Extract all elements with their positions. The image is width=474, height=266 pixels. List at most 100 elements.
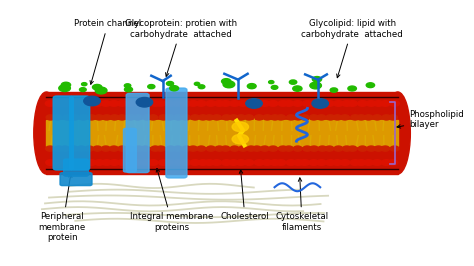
- Circle shape: [82, 83, 87, 86]
- Circle shape: [340, 160, 350, 165]
- Bar: [46, 120, 398, 146]
- Circle shape: [245, 115, 253, 120]
- Circle shape: [101, 101, 110, 106]
- Circle shape: [232, 134, 248, 144]
- Circle shape: [198, 160, 208, 165]
- Circle shape: [260, 146, 269, 151]
- Circle shape: [293, 160, 303, 165]
- Circle shape: [61, 146, 69, 151]
- FancyBboxPatch shape: [126, 93, 149, 173]
- Circle shape: [182, 115, 191, 120]
- Circle shape: [109, 160, 119, 165]
- Circle shape: [221, 79, 231, 84]
- FancyBboxPatch shape: [166, 88, 187, 178]
- Circle shape: [334, 146, 343, 151]
- Circle shape: [270, 160, 280, 165]
- Circle shape: [170, 86, 179, 91]
- Circle shape: [92, 101, 102, 106]
- Circle shape: [136, 97, 153, 107]
- Circle shape: [199, 115, 207, 120]
- Circle shape: [212, 160, 221, 165]
- Circle shape: [238, 101, 248, 106]
- Circle shape: [80, 88, 86, 92]
- Circle shape: [373, 160, 382, 165]
- Circle shape: [271, 85, 278, 89]
- Circle shape: [223, 81, 235, 88]
- Circle shape: [156, 146, 165, 151]
- Circle shape: [149, 115, 157, 120]
- Circle shape: [215, 146, 224, 151]
- Circle shape: [230, 101, 239, 106]
- Circle shape: [300, 160, 310, 165]
- Circle shape: [55, 146, 64, 151]
- Circle shape: [318, 101, 327, 106]
- Circle shape: [118, 146, 127, 151]
- Circle shape: [118, 115, 127, 120]
- Circle shape: [142, 160, 152, 165]
- Text: Glycoprotein: protien with
carbohydrate  attached: Glycoprotein: protien with carbohydrate …: [125, 19, 237, 76]
- Text: Peripheral
membrane
protein: Peripheral membrane protein: [39, 174, 86, 242]
- Circle shape: [309, 160, 319, 165]
- Circle shape: [182, 146, 191, 151]
- FancyBboxPatch shape: [70, 96, 90, 170]
- Circle shape: [189, 146, 198, 151]
- Circle shape: [159, 115, 168, 120]
- Circle shape: [268, 101, 278, 106]
- Circle shape: [94, 160, 104, 165]
- Circle shape: [342, 146, 351, 151]
- Text: Cytoskeletal
filaments: Cytoskeletal filaments: [275, 178, 328, 232]
- Circle shape: [133, 115, 142, 120]
- Circle shape: [333, 115, 342, 120]
- Circle shape: [165, 160, 174, 165]
- Circle shape: [276, 160, 286, 165]
- Circle shape: [312, 99, 328, 108]
- FancyBboxPatch shape: [64, 159, 88, 176]
- Text: Phospholipid
bilayer: Phospholipid bilayer: [397, 110, 464, 130]
- Circle shape: [126, 146, 135, 151]
- Ellipse shape: [385, 92, 410, 174]
- Circle shape: [69, 146, 78, 151]
- Circle shape: [46, 160, 55, 165]
- Circle shape: [79, 160, 88, 165]
- Circle shape: [126, 115, 135, 120]
- Circle shape: [303, 146, 311, 151]
- Circle shape: [63, 160, 73, 165]
- Circle shape: [76, 101, 86, 106]
- Circle shape: [367, 146, 375, 151]
- Circle shape: [222, 160, 231, 165]
- Circle shape: [390, 146, 399, 151]
- Circle shape: [53, 115, 62, 120]
- Circle shape: [374, 146, 383, 151]
- Circle shape: [173, 160, 183, 165]
- Circle shape: [126, 160, 135, 165]
- Circle shape: [348, 86, 356, 91]
- Text: Glycolipid: lipid with
carbohydrate  attached: Glycolipid: lipid with carbohydrate atta…: [301, 19, 403, 78]
- Circle shape: [188, 101, 198, 106]
- Circle shape: [156, 101, 165, 106]
- Circle shape: [358, 101, 367, 106]
- Circle shape: [247, 84, 256, 89]
- Circle shape: [166, 146, 175, 151]
- Circle shape: [244, 160, 254, 165]
- Circle shape: [246, 146, 255, 151]
- Circle shape: [85, 146, 93, 151]
- Circle shape: [293, 101, 302, 106]
- Circle shape: [255, 115, 264, 120]
- Circle shape: [317, 160, 326, 165]
- Circle shape: [63, 115, 72, 120]
- Circle shape: [348, 146, 357, 151]
- Circle shape: [302, 101, 312, 106]
- Circle shape: [279, 146, 287, 151]
- Circle shape: [133, 160, 143, 165]
- Circle shape: [159, 160, 168, 165]
- Circle shape: [221, 101, 230, 106]
- Circle shape: [263, 115, 272, 120]
- Circle shape: [326, 160, 335, 165]
- Circle shape: [70, 160, 80, 165]
- Circle shape: [102, 115, 111, 120]
- Circle shape: [124, 84, 131, 88]
- Circle shape: [310, 115, 318, 120]
- Circle shape: [125, 87, 133, 92]
- Circle shape: [300, 115, 309, 120]
- Circle shape: [194, 82, 200, 85]
